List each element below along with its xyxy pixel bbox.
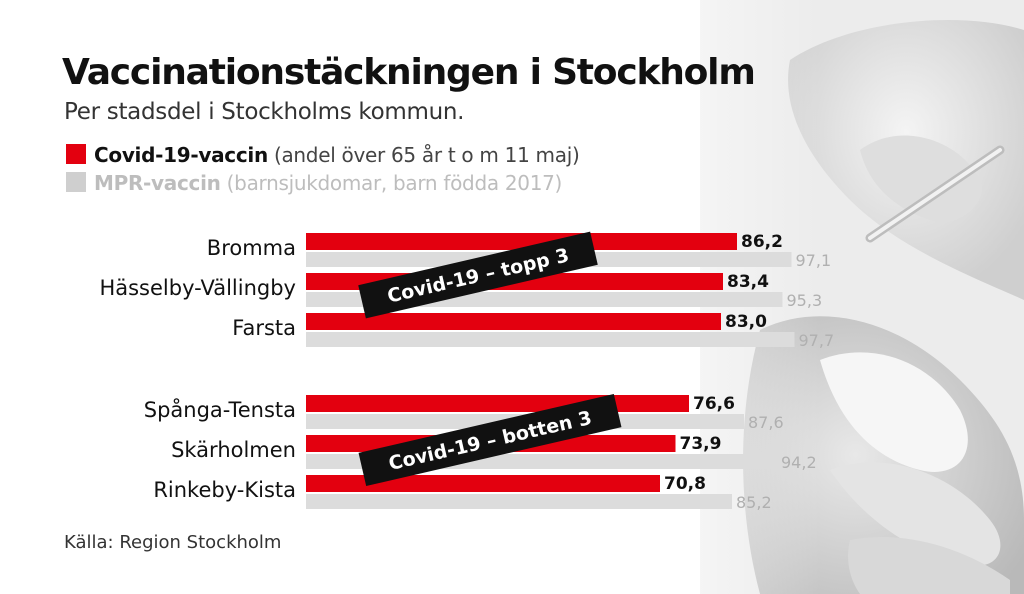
value-label-mpr: 95,3: [787, 291, 823, 310]
value-label-covid: 83,4: [727, 272, 769, 292]
category-label: Bromma: [207, 236, 296, 260]
category-label: Rinkeby-Kista: [153, 478, 296, 502]
bar-covid: [306, 475, 660, 492]
legend-name-covid: Covid-19-vaccin: [94, 143, 268, 167]
value-label-covid: 73,9: [680, 434, 722, 454]
legend-desc-covid: (andel över 65 år t o m 11 maj): [273, 143, 580, 167]
value-label-covid: 70,8: [664, 474, 706, 494]
group-badge-background: [358, 231, 598, 319]
bar-covid: [306, 233, 737, 250]
source-note: Källa: Region Stockholm: [64, 532, 282, 553]
value-label-mpr: 94,2: [781, 453, 817, 472]
value-label-mpr: 87,6: [748, 413, 784, 432]
chart-subtitle: Per stadsdel i Stockholms kommun.: [64, 99, 465, 125]
legend-item-covid: Covid-19-vaccin (andel över 65 år t o m …: [66, 143, 580, 167]
category-label: Spånga-Tensta: [144, 397, 296, 422]
value-label-covid: 86,2: [741, 232, 783, 252]
value-label-mpr: 97,7: [799, 331, 835, 350]
bar-covid: [306, 313, 721, 330]
bar-mpr: [306, 332, 795, 347]
bar-covid: [306, 395, 689, 412]
value-label-mpr: 85,2: [736, 493, 772, 512]
bar-mpr: [306, 494, 732, 509]
category-label: Skärholmen: [171, 438, 296, 462]
value-label-covid: 76,6: [693, 394, 735, 414]
value-label-covid: 83,0: [725, 312, 767, 332]
chart-title: Vaccinationstäckningen i Stockholm: [62, 52, 756, 93]
category-label: Hässelby-Vällingby: [99, 276, 296, 300]
legend-name-mpr: MPR-vaccin: [94, 171, 221, 195]
legend-item-mpr: MPR-vaccin (barnsjukdomar, barn födda 20…: [66, 171, 562, 195]
group-badge-background: [358, 393, 622, 487]
category-label: Farsta: [232, 316, 296, 340]
legend-desc-mpr: (barnsjukdomar, barn födda 2017): [226, 171, 563, 195]
value-label-mpr: 97,1: [796, 251, 832, 270]
legend-swatch-mpr: [66, 172, 86, 192]
legend-swatch-covid: [66, 144, 86, 164]
